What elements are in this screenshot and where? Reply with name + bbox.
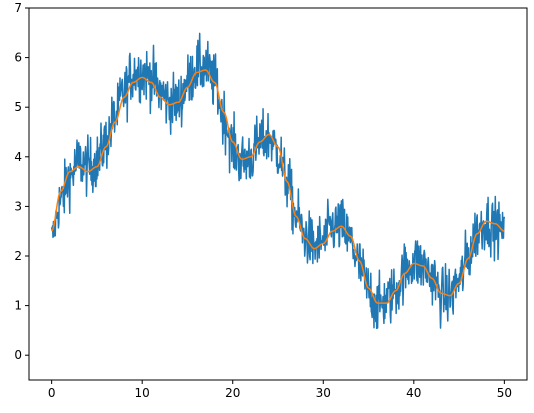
y-tick-label: 5: [14, 100, 22, 114]
noisy-series-line: [50, 32, 506, 330]
plot-series: [50, 32, 506, 330]
smooth-series-line: [51, 69, 505, 304]
x-tick-label: 10: [135, 386, 150, 400]
y-tick-label: 1: [14, 299, 22, 313]
y-tick-label: 2: [14, 249, 22, 263]
y-tick-label: 4: [14, 150, 22, 164]
y-tick-label: 3: [14, 199, 22, 213]
x-tick-label: 50: [497, 386, 512, 400]
y-tick-label: 7: [14, 1, 22, 15]
x-tick-label: 0: [48, 386, 56, 400]
x-axis: 0 10 20 30 40 50: [48, 380, 512, 400]
axes-frame: [28, 7, 528, 381]
y-axis: 0 1 2 3 4 5 6 7: [14, 1, 29, 362]
y-tick-label: 0: [14, 348, 22, 362]
x-tick-label: 20: [225, 386, 240, 400]
y-tick-label: 6: [14, 51, 22, 65]
x-tick-label: 30: [316, 386, 331, 400]
x-tick-label: 40: [406, 386, 421, 400]
